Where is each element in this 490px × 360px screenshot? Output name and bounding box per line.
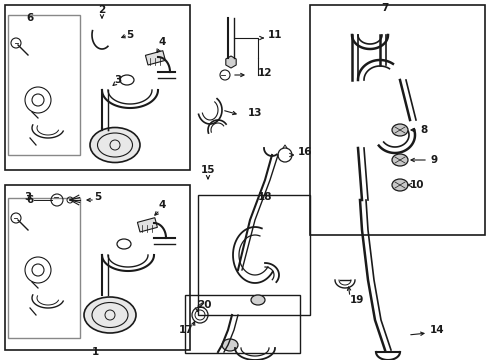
- Text: 16: 16: [298, 147, 313, 157]
- Bar: [5, 5, 190, 170]
- Text: 11: 11: [268, 30, 283, 40]
- Text: 18: 18: [258, 192, 272, 202]
- Text: 6: 6: [26, 13, 34, 23]
- Text: 9: 9: [430, 155, 437, 165]
- Bar: [198, 195, 310, 315]
- Bar: [310, 5, 485, 235]
- Ellipse shape: [90, 127, 140, 162]
- Ellipse shape: [222, 339, 238, 351]
- Ellipse shape: [392, 124, 408, 136]
- Text: 6: 6: [26, 195, 34, 205]
- Text: 7: 7: [381, 3, 389, 13]
- Text: 3: 3: [24, 192, 32, 202]
- Bar: [8, 198, 80, 338]
- Bar: [137, 218, 157, 232]
- Ellipse shape: [392, 179, 408, 191]
- Text: 19: 19: [350, 295, 365, 305]
- Text: 5: 5: [126, 30, 134, 40]
- Ellipse shape: [251, 295, 265, 305]
- Bar: [185, 295, 300, 353]
- Text: 13: 13: [248, 108, 263, 118]
- Bar: [5, 185, 190, 350]
- Text: 4: 4: [158, 200, 166, 210]
- Text: 4: 4: [158, 37, 166, 47]
- Text: 5: 5: [95, 192, 101, 202]
- Ellipse shape: [84, 297, 136, 333]
- Text: 15: 15: [201, 165, 215, 175]
- Text: 20: 20: [197, 300, 212, 310]
- Text: 14: 14: [430, 325, 444, 335]
- Ellipse shape: [392, 154, 408, 166]
- Bar: [146, 51, 166, 65]
- Text: 3: 3: [114, 75, 122, 85]
- Bar: [8, 15, 80, 155]
- Text: 17: 17: [178, 325, 193, 335]
- Text: 12: 12: [258, 68, 272, 78]
- Text: 10: 10: [410, 180, 424, 190]
- Text: 2: 2: [98, 5, 106, 15]
- Text: 8: 8: [420, 125, 427, 135]
- Text: 1: 1: [91, 347, 98, 357]
